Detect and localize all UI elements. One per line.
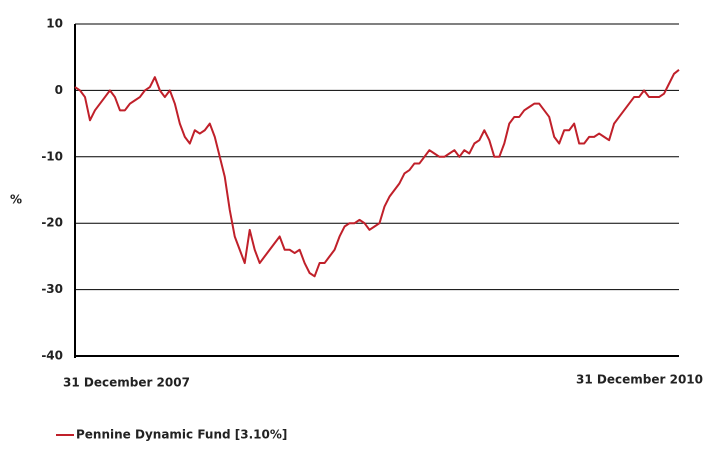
- data-line: [74, 69, 680, 278]
- y-tick-label: 10: [46, 17, 63, 31]
- y-tick-label: -30: [41, 282, 63, 296]
- legend-label: Pennine Dynamic Fund [3.10%]: [76, 428, 287, 442]
- x-tick-label: 31 December 2010: [576, 373, 703, 387]
- y-tick-label: -40: [41, 349, 63, 363]
- y-tick-label: 0: [55, 83, 63, 97]
- y-tick-label: -10: [41, 149, 63, 163]
- y-axis-label: %: [10, 193, 22, 207]
- x-tick-label: 31 December 2007: [63, 376, 190, 390]
- y-tick-label: -20: [41, 216, 63, 230]
